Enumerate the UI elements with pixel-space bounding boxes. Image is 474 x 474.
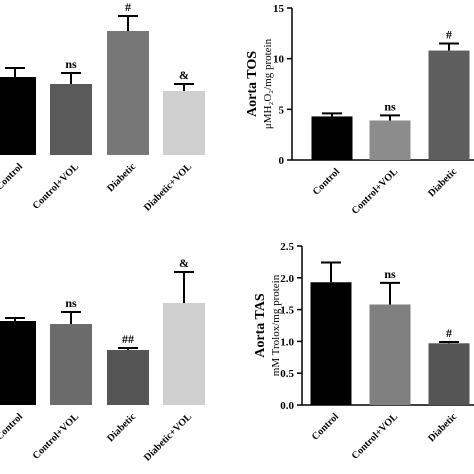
y-tick-label: 2.5 [280, 241, 294, 253]
y-tick-label: 5 [279, 104, 285, 116]
significance-mark: & [179, 68, 189, 82]
x-tick-label: Control+VOL [350, 411, 401, 462]
error-bar [174, 83, 194, 91]
x-tick-label: Control+VOL [31, 411, 82, 462]
error-bar [5, 67, 25, 77]
significance-mark: ns [384, 267, 396, 281]
x-tick-label: Diabetic [105, 411, 138, 444]
bar [163, 91, 205, 155]
y-axis-label: μMH₂O₂/mg protein [262, 38, 274, 129]
x-tick-label: Control [311, 166, 342, 197]
y-tick-label: 0 [279, 155, 285, 167]
error-bar [174, 271, 194, 303]
error-bar [118, 15, 138, 31]
error-bar [118, 347, 138, 350]
bar [107, 31, 149, 155]
error-bar [380, 281, 400, 305]
significance-mark: # [446, 27, 452, 41]
y-tick-label: 1.5 [280, 305, 294, 317]
error-bar [321, 261, 341, 283]
significance-mark: ## [122, 332, 134, 346]
x-tick-label: Control+VOL [31, 161, 82, 212]
bar [428, 343, 470, 405]
error-bar [439, 341, 459, 344]
error-bar [5, 317, 25, 321]
bar [311, 116, 353, 160]
y-tick-label: 0.0 [280, 400, 294, 412]
x-tick-label: Control+VOL [350, 166, 401, 217]
bar [0, 77, 36, 155]
bar [107, 350, 149, 405]
x-tick-label: Diabetic+VOL [142, 161, 194, 213]
bar [428, 50, 470, 161]
error-bar [61, 311, 81, 324]
significance-mark: # [125, 0, 131, 14]
significance-mark: ns [65, 57, 77, 71]
y-axis-title: Aorta TOS [245, 51, 260, 117]
significance-mark: ns [384, 99, 396, 113]
x-tick-label: Control [310, 411, 341, 442]
bar [0, 321, 36, 405]
error-bar [380, 114, 400, 121]
y-tick-label: 10 [273, 54, 285, 66]
x-tick-label: Diabetic [105, 161, 138, 194]
bar [50, 324, 92, 405]
error-bar [439, 42, 459, 51]
x-tick-label: Diabetic [426, 166, 459, 199]
x-tick-label: Control [0, 161, 25, 192]
error-bar [322, 112, 342, 117]
y-tick-label: 2.0 [280, 273, 294, 285]
x-tick-label: Diabetic+VOL [142, 411, 194, 463]
bar [50, 84, 92, 155]
significance-mark: # [446, 326, 452, 340]
error-bar [61, 72, 81, 84]
significance-mark: & [179, 256, 189, 270]
bar [369, 120, 411, 160]
y-axis-label: mM Trolox/mg protein [270, 274, 282, 376]
y-tick-label: 0.5 [280, 368, 294, 380]
significance-mark: ns [65, 296, 77, 310]
bar [163, 303, 205, 405]
bar [310, 282, 352, 405]
x-tick-label: Diabetic [426, 411, 459, 444]
y-tick-label: 1.0 [280, 336, 294, 348]
y-tick-label: 15 [273, 3, 285, 15]
x-tick-label: Control [0, 411, 25, 442]
bar [369, 304, 411, 405]
y-axis-title: Aorta TAS [253, 293, 268, 358]
